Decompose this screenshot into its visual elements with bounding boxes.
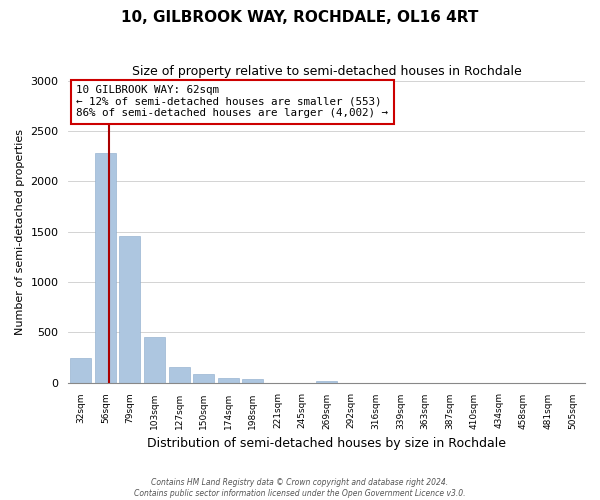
Bar — [169, 367, 190, 382]
X-axis label: Distribution of semi-detached houses by size in Rochdale: Distribution of semi-detached houses by … — [147, 437, 506, 450]
Bar — [119, 236, 140, 382]
Bar — [144, 338, 165, 382]
Text: 10 GILBROOK WAY: 62sqm
← 12% of semi-detached houses are smaller (553)
86% of se: 10 GILBROOK WAY: 62sqm ← 12% of semi-det… — [76, 85, 388, 118]
Text: 10, GILBROOK WAY, ROCHDALE, OL16 4RT: 10, GILBROOK WAY, ROCHDALE, OL16 4RT — [121, 10, 479, 25]
Y-axis label: Number of semi-detached properties: Number of semi-detached properties — [15, 128, 25, 334]
Title: Size of property relative to semi-detached houses in Rochdale: Size of property relative to semi-detach… — [132, 65, 521, 78]
Bar — [218, 378, 239, 382]
Bar — [193, 374, 214, 382]
Bar — [316, 380, 337, 382]
Bar — [242, 378, 263, 382]
Text: Contains HM Land Registry data © Crown copyright and database right 2024.
Contai: Contains HM Land Registry data © Crown c… — [134, 478, 466, 498]
Bar — [70, 358, 91, 382]
Bar — [95, 153, 116, 382]
